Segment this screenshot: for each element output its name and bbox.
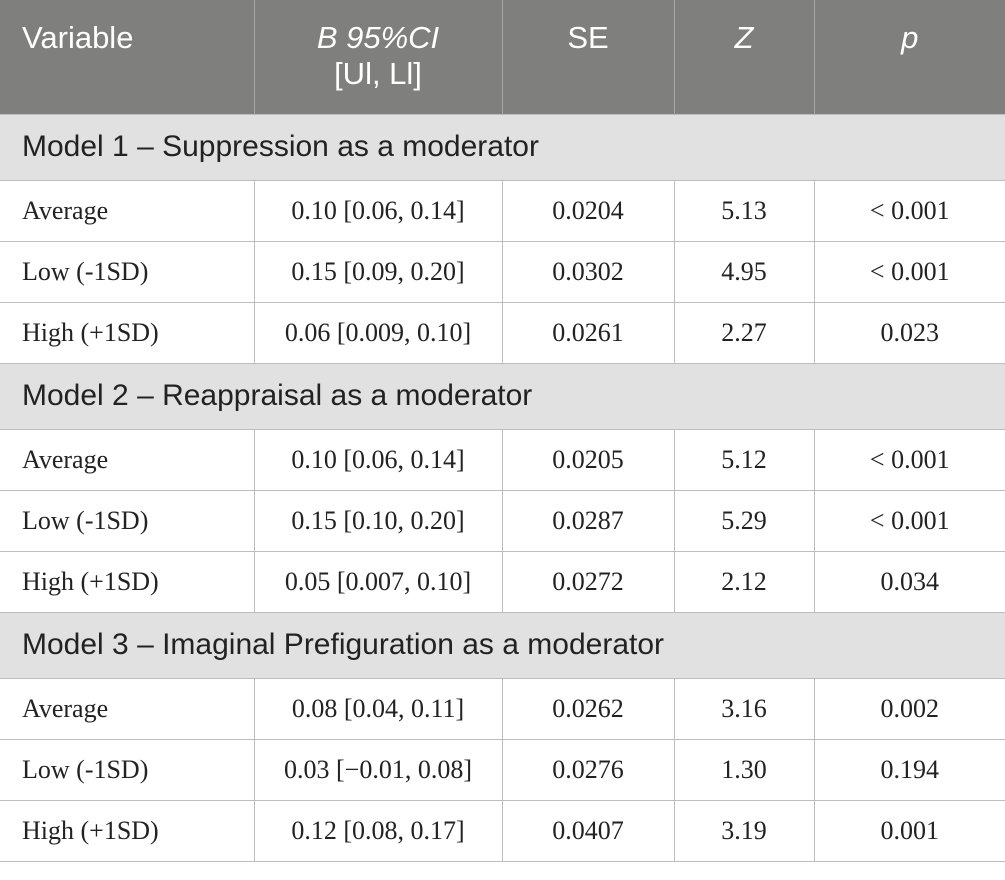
table-row: Average 0.10 [0.06, 0.14] 0.0205 5.12 < … <box>0 428 1005 491</box>
header-se: SE <box>501 0 674 114</box>
cell-z: 2.12 <box>673 550 815 613</box>
cell-se: 0.0407 <box>501 799 675 862</box>
cell-z: 5.13 <box>673 179 815 242</box>
cell-se: 0.0261 <box>501 301 675 364</box>
cell-b-ci: 0.15 [0.10, 0.20] <box>253 489 503 552</box>
cell-variable: High (+1SD) <box>0 550 255 613</box>
table-row: Low (-1SD) 0.03 [−0.01, 0.08] 0.0276 1.3… <box>0 738 1005 801</box>
table-row: High (+1SD) 0.05 [0.007, 0.10] 0.0272 2.… <box>0 550 1005 613</box>
header-z: Z <box>673 0 814 114</box>
header-b-ci-bounds: [Ul, Ll] <box>334 56 422 91</box>
table-row: Low (-1SD) 0.15 [0.10, 0.20] 0.0287 5.29… <box>0 489 1005 552</box>
cell-variable: High (+1SD) <box>0 799 255 862</box>
cell-z: 4.95 <box>673 240 815 303</box>
cell-p: 0.002 <box>813 677 1005 740</box>
cell-se: 0.0302 <box>501 240 675 303</box>
cell-z: 3.19 <box>673 799 815 862</box>
cell-z: 1.30 <box>673 738 815 801</box>
cell-z: 2.27 <box>673 301 815 364</box>
cell-variable: Average <box>0 428 255 491</box>
cell-z: 5.12 <box>673 428 815 491</box>
cell-p: 0.023 <box>813 301 1005 364</box>
cell-se: 0.0205 <box>501 428 675 491</box>
table-header: Variable B 95%CI [Ul, Ll] SE Z p <box>0 0 1005 114</box>
cell-b-ci: 0.12 [0.08, 0.17] <box>253 799 503 862</box>
cell-b-ci: 0.06 [0.009, 0.10] <box>253 301 503 364</box>
cell-p: 0.001 <box>813 799 1005 862</box>
cell-se: 0.0204 <box>501 179 675 242</box>
results-table: Variable B 95%CI [Ul, Ll] SE Z p Model 1… <box>0 0 1005 862</box>
header-variable: Variable <box>22 20 134 55</box>
model-section-row: Model 2 – Reappraisal as a moderator <box>0 362 1005 430</box>
cell-p: < 0.001 <box>813 428 1005 491</box>
model-title: Model 3 – Imaginal Prefiguration as a mo… <box>0 611 1005 679</box>
model-section-row: Model 3 – Imaginal Prefiguration as a mo… <box>0 611 1005 679</box>
cell-z: 5.29 <box>673 489 815 552</box>
cell-variable: Average <box>0 179 255 242</box>
table-row: High (+1SD) 0.06 [0.009, 0.10] 0.0261 2.… <box>0 301 1005 364</box>
cell-variable: Low (-1SD) <box>0 489 255 552</box>
cell-z: 3.16 <box>673 677 815 740</box>
cell-b-ci: 0.08 [0.04, 0.11] <box>253 677 503 740</box>
cell-variable: Low (-1SD) <box>0 738 255 801</box>
table-row: High (+1SD) 0.12 [0.08, 0.17] 0.0407 3.1… <box>0 799 1005 862</box>
cell-b-ci: 0.03 [−0.01, 0.08] <box>253 738 503 801</box>
cell-b-ci: 0.05 [0.007, 0.10] <box>253 550 503 613</box>
cell-b-ci: 0.15 [0.09, 0.20] <box>253 240 503 303</box>
cell-p: < 0.001 <box>813 179 1005 242</box>
cell-se: 0.0276 <box>501 738 675 801</box>
header-p: p <box>813 0 1005 114</box>
cell-variable: Average <box>0 677 255 740</box>
header-row: Variable B 95%CI [Ul, Ll] SE Z p <box>0 0 1005 114</box>
cell-p: 0.034 <box>813 550 1005 613</box>
cell-p: < 0.001 <box>813 240 1005 303</box>
cell-se: 0.0287 <box>501 489 675 552</box>
table-row: Low (-1SD) 0.15 [0.09, 0.20] 0.0302 4.95… <box>0 240 1005 303</box>
header-b-ci-label: B 95%CI <box>316 20 440 55</box>
cell-se: 0.0272 <box>501 550 675 613</box>
model-title: Model 1 – Suppression as a moderator <box>0 113 1005 181</box>
cell-b-ci: 0.10 [0.06, 0.14] <box>253 179 503 242</box>
table-row: Average 0.10 [0.06, 0.14] 0.0204 5.13 < … <box>0 179 1005 242</box>
cell-variable: High (+1SD) <box>0 301 255 364</box>
table-row: Average 0.08 [0.04, 0.11] 0.0262 3.16 0.… <box>0 677 1005 740</box>
cell-p: < 0.001 <box>813 489 1005 552</box>
header-b-ci: B 95%CI [Ul, Ll] <box>253 0 502 114</box>
cell-se: 0.0262 <box>501 677 675 740</box>
cell-b-ci: 0.10 [0.06, 0.14] <box>253 428 503 491</box>
cell-variable: Low (-1SD) <box>0 240 255 303</box>
cell-p: 0.194 <box>813 738 1005 801</box>
model-section-row: Model 1 – Suppression as a moderator <box>0 113 1005 181</box>
model-title: Model 2 – Reappraisal as a moderator <box>0 362 1005 430</box>
